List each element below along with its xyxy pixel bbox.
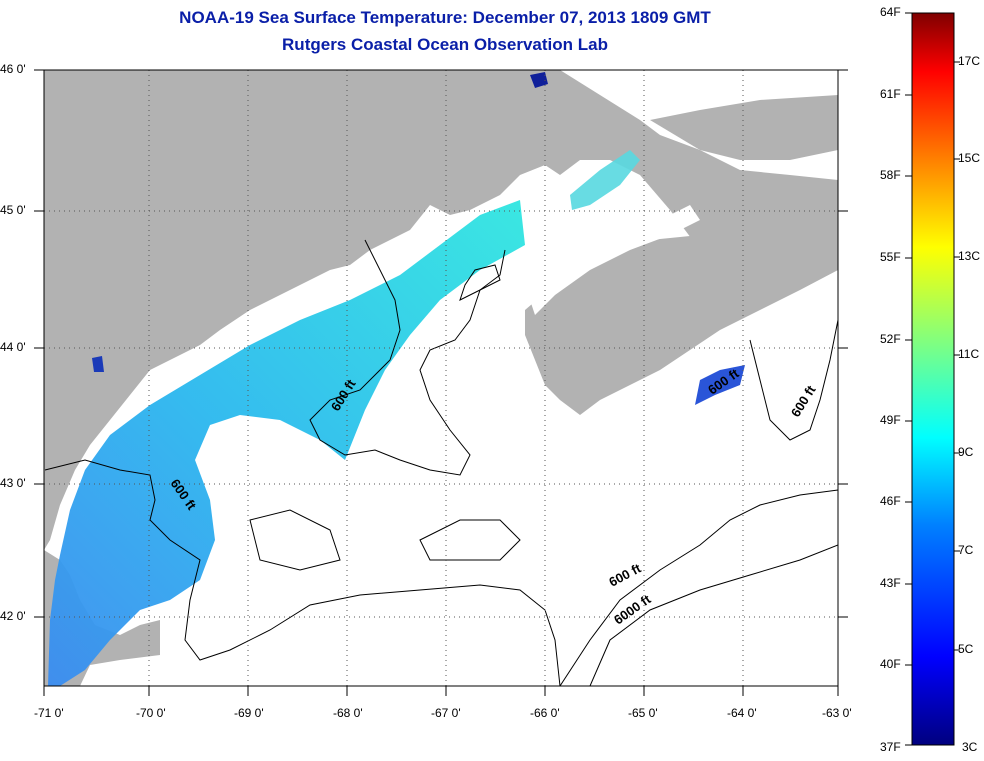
colorbar: [911, 12, 955, 746]
cb-c-5: 5C: [958, 642, 974, 656]
cb-c-15: 15C: [958, 151, 981, 165]
lon-label-66: -66 0': [530, 706, 560, 720]
lon-label-70: -70 0': [136, 706, 166, 720]
cb-f-40: 40F: [880, 657, 901, 671]
lat-label-45: 45 0': [0, 203, 26, 217]
sst-swath: [48, 200, 525, 686]
depth-contours: [44, 239, 838, 686]
cb-f-43: 43F: [880, 576, 901, 590]
cb-f-49: 49F: [880, 413, 901, 427]
lon-label-63: -63 0': [822, 706, 852, 720]
cool-patch-small: [92, 356, 104, 372]
nova-scotia: [525, 225, 838, 415]
cb-c-3: 3C: [962, 740, 978, 754]
lat-label-42: 42 0': [0, 609, 26, 623]
cb-c-9: 9C: [958, 445, 974, 459]
map-frame: [43, 69, 839, 687]
sst-swath-fundy: [570, 150, 640, 210]
cb-f-58: 58F: [880, 168, 901, 182]
cool-patch: [695, 365, 745, 405]
cb-f-55: 55F: [880, 250, 901, 264]
cb-f-46: 46F: [880, 494, 901, 508]
lat-label-46: 46 0': [0, 62, 26, 76]
cb-c-11: 11C: [958, 347, 980, 361]
lon-label-67: -67 0': [431, 706, 461, 720]
cb-f-52: 52F: [880, 332, 901, 346]
axis-ticks: [34, 69, 848, 696]
cb-f-64: 64F: [880, 5, 901, 19]
lon-label-69: -69 0': [234, 706, 264, 720]
lon-label-71: -71 0': [34, 706, 64, 720]
cb-c-13: 13C: [958, 249, 981, 263]
lat-label-43: 43 0': [0, 476, 26, 490]
lon-label-68: -68 0': [333, 706, 363, 720]
map-subtitle: Rutgers Coastal Ocean Observation Lab: [282, 35, 608, 54]
lat-label-44: 44 0': [0, 340, 26, 354]
lon-label-65: -65 0': [628, 706, 658, 720]
mainland: [44, 70, 838, 550]
pei: [650, 95, 838, 160]
map-title: NOAA-19 Sea Surface Temperature: Decembe…: [179, 8, 711, 27]
cb-c-17: 17C: [958, 54, 981, 68]
cb-f-61: 61F: [880, 87, 901, 101]
cb-c-7: 7C: [958, 543, 974, 557]
bay-of-fundy: [530, 205, 700, 315]
lon-label-64: -64 0': [727, 706, 757, 720]
cool-patch-top: [530, 72, 548, 88]
colorbar-ticks: [905, 12, 960, 746]
cb-f-37: 37F: [880, 740, 901, 754]
